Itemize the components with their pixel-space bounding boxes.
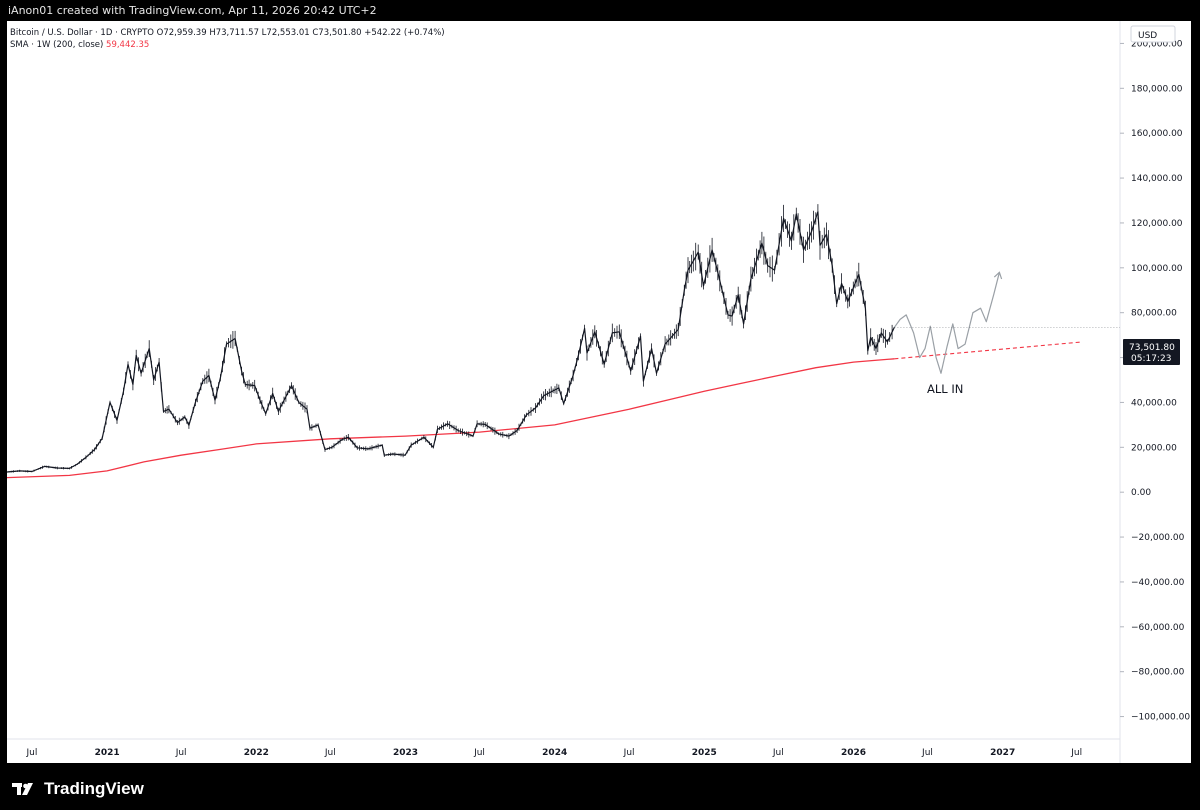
x-tick-label: Jul bbox=[324, 748, 336, 758]
tradingview-logo-icon bbox=[12, 783, 33, 795]
y-tick-label: 40,000.00 bbox=[1131, 398, 1177, 408]
y-tick-label: 80,000.00 bbox=[1131, 309, 1177, 319]
y-tick-label: −20,000.00 bbox=[1131, 533, 1185, 543]
x-tick-label: Jul bbox=[772, 748, 784, 758]
sma-legend-line: SMA · 1W (200, close) 59,442.35 bbox=[10, 39, 445, 51]
plot-area bbox=[7, 204, 1120, 479]
projected-path-line[interactable] bbox=[893, 272, 1000, 374]
y-tick-label: 140,000.00 bbox=[1131, 174, 1183, 184]
sma-legend-label: SMA · 1W (200, close) bbox=[10, 40, 104, 50]
currency-label-text: USD bbox=[1138, 31, 1157, 41]
y-tick-label: −40,000.00 bbox=[1131, 578, 1185, 588]
symbol-ohlc-line: Bitcoin / U.S. Dollar · 1D · CRYPTO O72,… bbox=[10, 28, 445, 38]
last-price-text: 73,501.80 bbox=[1129, 343, 1175, 353]
x-tick-label: 2024 bbox=[542, 748, 567, 758]
x-tick-label: Jul bbox=[473, 748, 485, 758]
sma-projection-line[interactable] bbox=[894, 341, 1083, 360]
projection-arrowhead bbox=[993, 271, 1003, 280]
y-tick-label: 200,000.00 bbox=[1131, 39, 1183, 49]
tradingview-brand-text: TradingView bbox=[44, 779, 144, 798]
price-axis[interactable]: −100,000.00 −80,000.00 −60,000.00 −40,000.0… bbox=[1120, 39, 1190, 723]
y-tick-label: −100,000.00 bbox=[1131, 713, 1190, 723]
y-tick-label: 180,000.00 bbox=[1131, 84, 1183, 94]
y-tick-label: 100,000.00 bbox=[1131, 264, 1183, 274]
x-tick-label: Jul bbox=[623, 748, 635, 758]
tradingview-branding[interactable]: TradingView bbox=[12, 774, 144, 804]
chart-panel[interactable]: −100,000.00 −80,000.00 −60,000.00 −40,000.0… bbox=[7, 21, 1191, 763]
y-tick-label: 20,000.00 bbox=[1131, 443, 1177, 453]
y-tick-label: 120,000.00 bbox=[1131, 219, 1183, 229]
x-tick-label: Jul bbox=[26, 748, 38, 758]
x-tick-label: Jul bbox=[921, 748, 933, 758]
price-wicks bbox=[7, 204, 893, 473]
y-tick-label: 160,000.00 bbox=[1131, 129, 1183, 139]
time-axis[interactable]: Jul 2021 Jul 2022 Jul 2023 Jul 2024 Jul 2025 Jul 20… bbox=[26, 748, 1083, 758]
x-tick-label: 2025 bbox=[692, 748, 717, 758]
x-tick-label: 2023 bbox=[393, 748, 418, 758]
x-tick-label: 2027 bbox=[990, 748, 1015, 758]
x-tick-label: 2021 bbox=[95, 748, 120, 758]
countdown-text: 05:17:23 bbox=[1131, 354, 1171, 364]
x-tick-label: Jul bbox=[1070, 748, 1082, 758]
y-tick-label: −60,000.00 bbox=[1131, 623, 1185, 633]
price-chart[interactable]: −100,000.00 −80,000.00 −60,000.00 −40,000.0… bbox=[7, 21, 1191, 763]
x-tick-label: Jul bbox=[175, 748, 187, 758]
all-in-annotation[interactable]: ALL IN bbox=[927, 382, 963, 396]
btc-price-line[interactable] bbox=[7, 211, 895, 473]
currency-label[interactable]: USD bbox=[1130, 25, 1176, 43]
chart-legend: Bitcoin / U.S. Dollar · 1D · CRYPTO O72,… bbox=[10, 27, 445, 51]
chart-credit: iAnon01 created with TradingView.com, Ap… bbox=[8, 4, 377, 17]
y-tick-label: −80,000.00 bbox=[1131, 668, 1185, 678]
sma-200w-line[interactable] bbox=[7, 358, 895, 479]
x-tick-label: 2026 bbox=[841, 748, 866, 758]
y-tick-label: 0.00 bbox=[1131, 488, 1151, 498]
last-price-badge: 73,501.80 05:17:23 bbox=[1123, 339, 1180, 365]
x-tick-label: 2022 bbox=[244, 748, 269, 758]
sma-legend-value: 59,442.35 bbox=[106, 40, 150, 50]
